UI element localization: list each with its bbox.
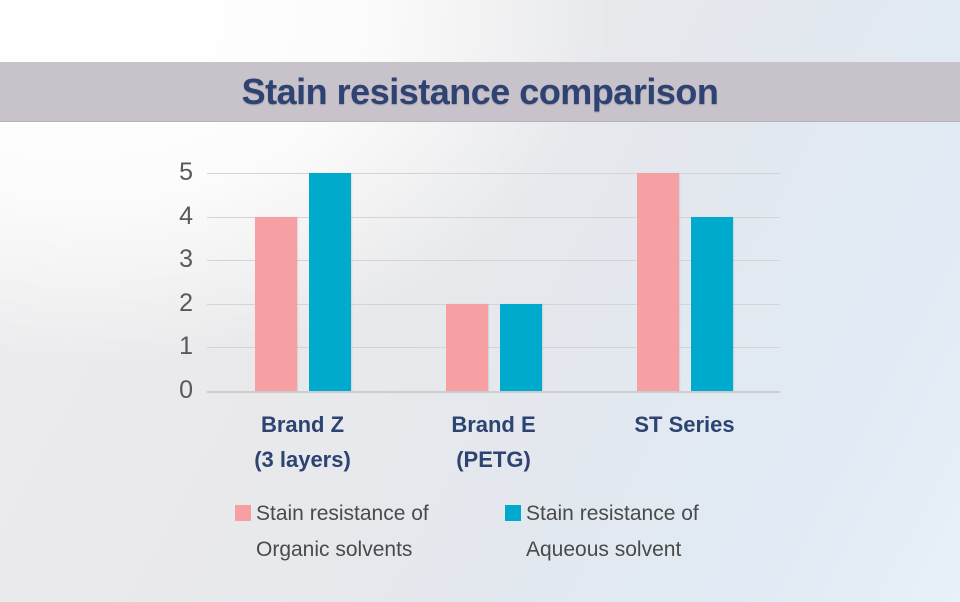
legend-label-line: Stain resistance of <box>256 502 429 525</box>
gridline-1 <box>207 347 780 349</box>
y-tick-label-3: 3 <box>179 245 193 274</box>
legend-label-line: Stain resistance of <box>526 502 699 525</box>
category-label-line: (PETG) <box>456 447 531 472</box>
plot-area: 0 1 2 3 4 5 <box>179 158 780 404</box>
legend-label-line: Organic solvents <box>256 538 413 561</box>
gridline-5 <box>207 173 780 174</box>
category-label-line: (3 layers) <box>254 447 351 472</box>
y-tick-label-0: 0 <box>179 375 193 404</box>
bar-st-series-series-1 <box>690 216 733 391</box>
y-tick-label-5: 5 <box>179 157 193 186</box>
gridline-4 <box>207 216 780 218</box>
y-tick-label-4: 4 <box>179 201 193 230</box>
legend-item-2: Stain resistance of Aqueous solvent <box>505 496 699 568</box>
category-label-3: ST Series <box>575 407 795 442</box>
y-tick-label-2: 2 <box>179 288 193 317</box>
gridline-3 <box>207 260 780 262</box>
gridline-2 <box>207 303 780 305</box>
category-label-line: Brand E <box>451 412 536 437</box>
title-banner: Stain resistance comparison <box>0 62 960 122</box>
chart-title: Stain resistance comparison <box>241 70 719 112</box>
bar-brand-z-3-layers--series-1 <box>308 173 351 391</box>
category-label-line: Brand Z <box>260 412 345 437</box>
legend-label: Stain resistance of Aqueous solvent <box>526 496 699 568</box>
category-label-2: Brand E (PETG) <box>384 407 604 477</box>
y-tick-label-1: 1 <box>179 332 193 361</box>
legend-label-line: Aqueous solvent <box>526 538 682 561</box>
bar-st-series-series-0 <box>636 173 679 391</box>
bar-brand-z-3-layers--series-0 <box>254 216 297 391</box>
gridline-0 <box>207 391 780 393</box>
legend-label: Stain resistance of Organic solvents <box>256 496 429 568</box>
category-label-1: Brand Z (3 layers) <box>193 407 413 477</box>
bar-brand-e-petg--series-0 <box>445 303 488 391</box>
category-label-line: ST Series <box>634 412 735 437</box>
legend-swatch-icon <box>235 505 251 521</box>
legend-item-1: Stain resistance of Organic solvents <box>235 496 429 568</box>
legend-swatch-icon <box>505 505 521 521</box>
bar-brand-e-petg--series-1 <box>499 303 542 391</box>
